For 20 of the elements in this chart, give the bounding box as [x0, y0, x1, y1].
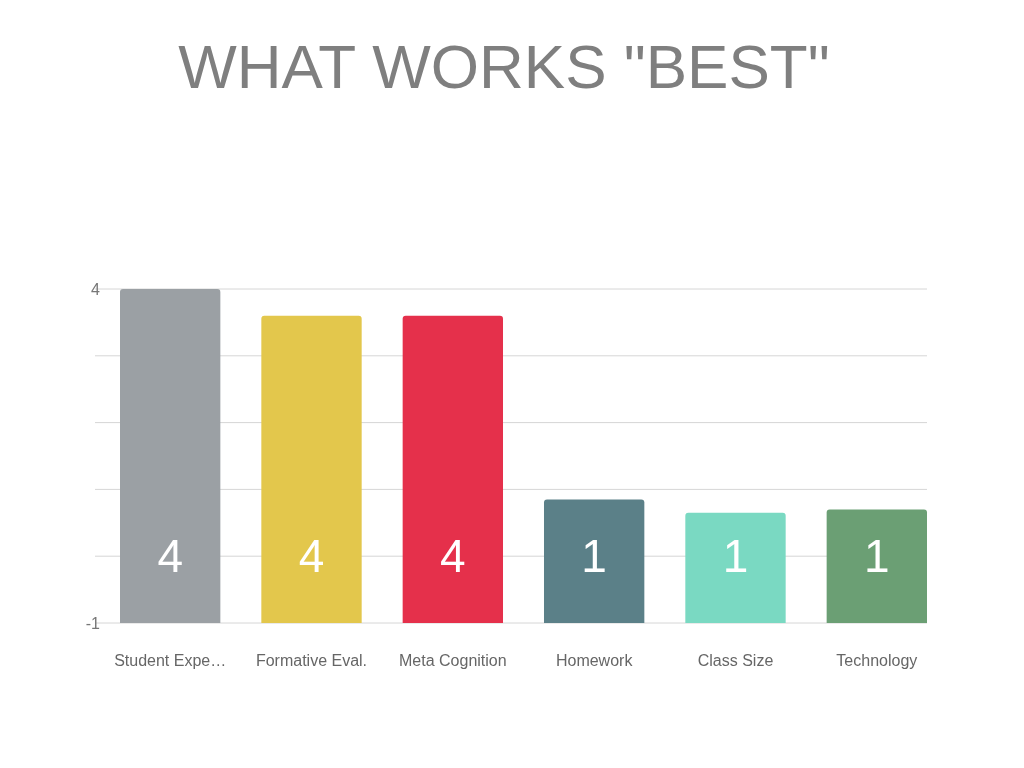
bar: [120, 289, 221, 623]
bar: [685, 512, 786, 623]
y-tick-label: -1: [85, 614, 101, 632]
data-label: 4: [298, 530, 325, 583]
data-label: 1: [581, 530, 607, 583]
x-tick-label: Formative Eval.: [255, 651, 368, 669]
data-label: 4: [157, 530, 183, 583]
x-tick-label: Student Expe…: [114, 651, 227, 669]
x-tick-label: Technology: [836, 651, 918, 669]
x-tick-label: Homework: [555, 651, 634, 669]
data-label: 4: [440, 530, 466, 583]
chart-title: WHAT WORKS "BEST": [178, 32, 830, 101]
x-tick-label: Class Size: [697, 651, 774, 669]
bar: [261, 315, 362, 623]
x-tick-label: Meta Cognition: [399, 651, 507, 669]
bar: [543, 499, 645, 623]
bar: [402, 315, 504, 623]
data-label: 1: [864, 530, 890, 583]
data-label: 1: [722, 530, 749, 583]
bar: [826, 509, 927, 623]
